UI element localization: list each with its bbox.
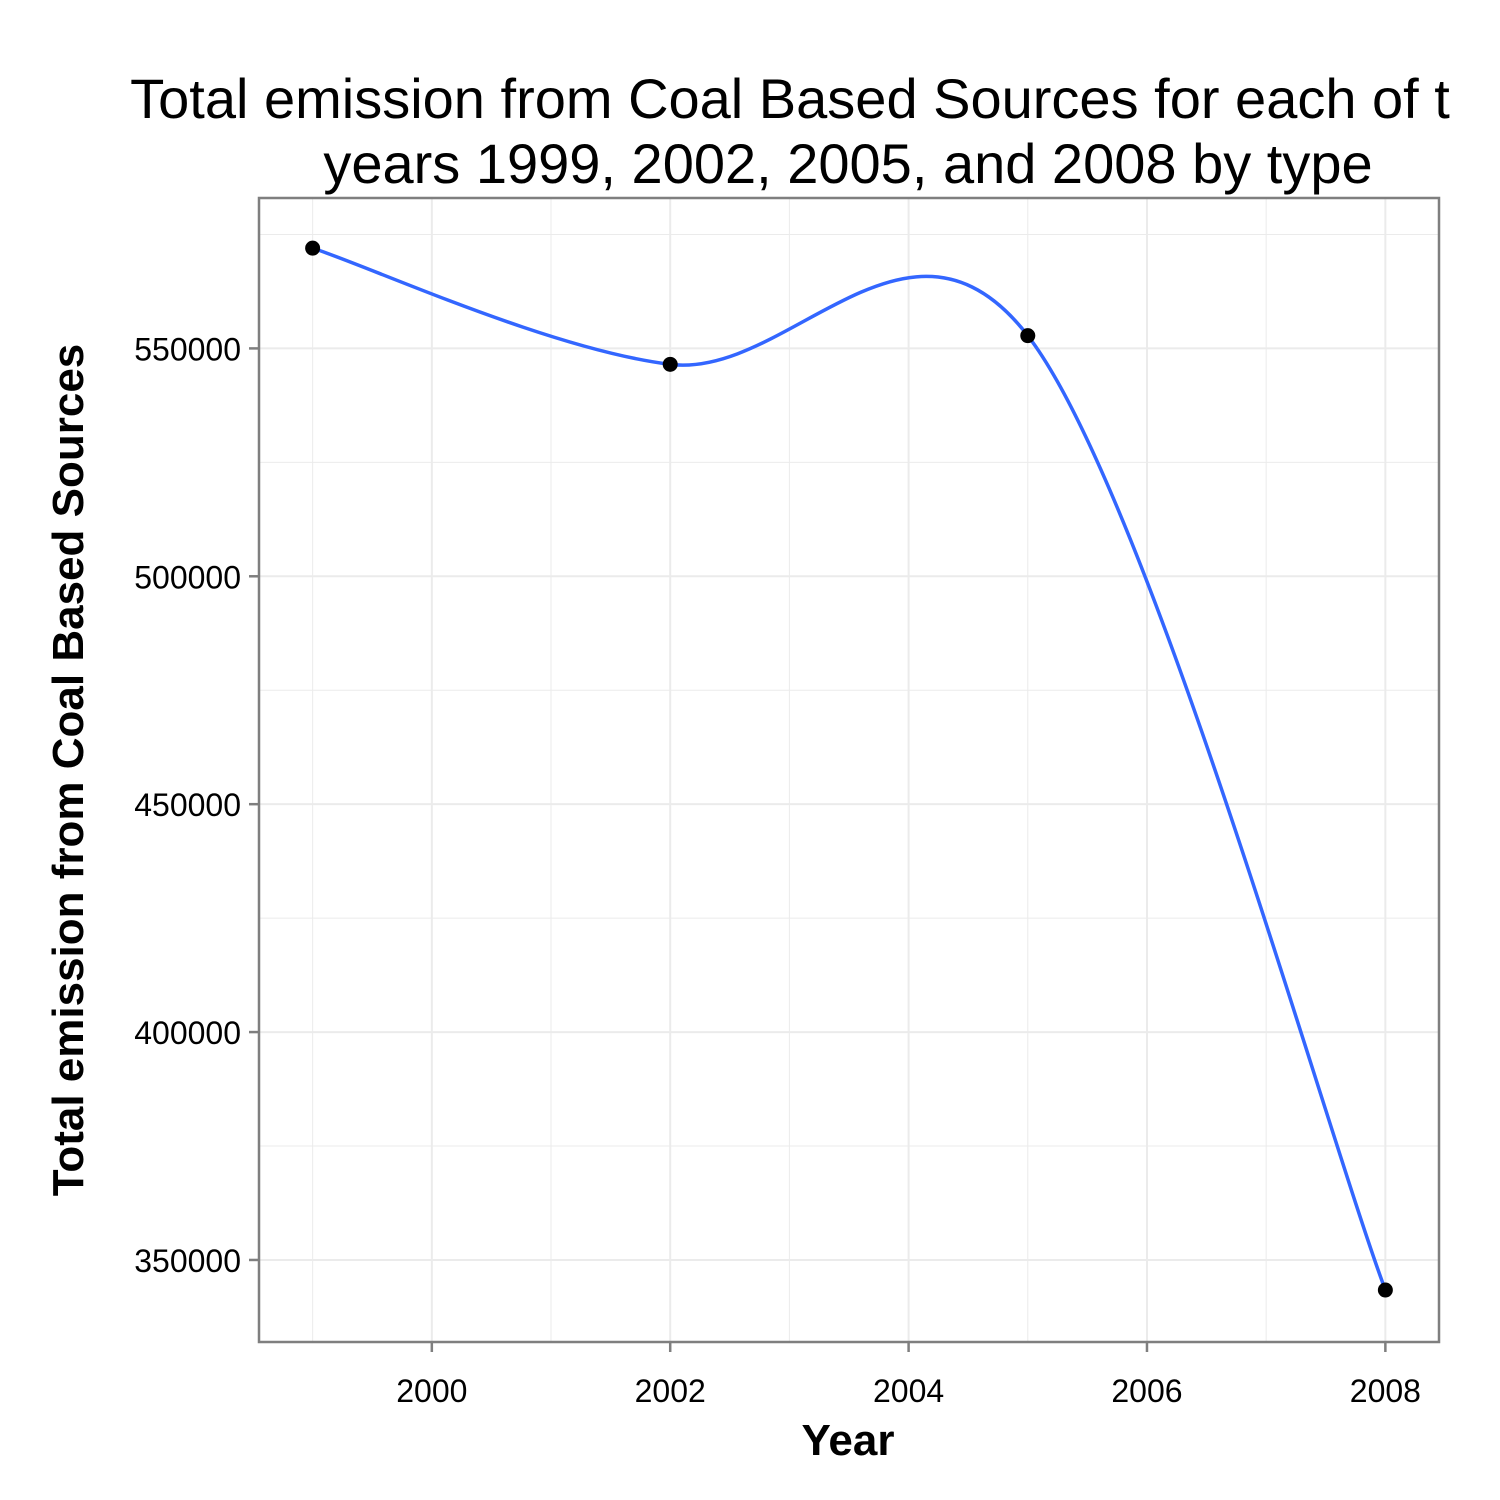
x-axis: 2000 2002 2004 2006 2008 [396,1342,1421,1409]
data-points [305,240,1393,1298]
data-point [662,356,678,372]
smooth-trend-line [312,246,1387,1291]
data-point [305,240,321,256]
x-tick-label: 2008 [1350,1373,1421,1409]
panel-border [257,196,1441,1344]
chart-title-line-1: Total emission from Coal Based Sources f… [130,67,1450,130]
x-tick-label: 2006 [1111,1373,1182,1409]
x-tick-label: 2002 [635,1373,706,1409]
y-axis: 350000 400000 450000 500000 550000 [134,331,259,1279]
y-tick-label: 450000 [134,787,241,823]
x-tick-label: 2000 [396,1373,467,1409]
y-axis-title: Total emission from Coal Based Sources [44,344,93,1197]
data-point [1377,1282,1393,1298]
y-tick-label: 500000 [134,559,241,595]
data-point [1020,328,1036,344]
y-tick-label: 350000 [134,1243,241,1279]
minor-gridlines [259,198,1439,1342]
x-tick-label: 2004 [873,1373,944,1409]
x-axis-title: Year [802,1416,895,1465]
chart-title-line-2: years 1999, 2002, 2005, and 2008 by type [323,132,1372,195]
y-tick-label: 400000 [134,1015,241,1051]
y-tick-label: 550000 [134,331,241,367]
major-gridlines [259,198,1439,1342]
